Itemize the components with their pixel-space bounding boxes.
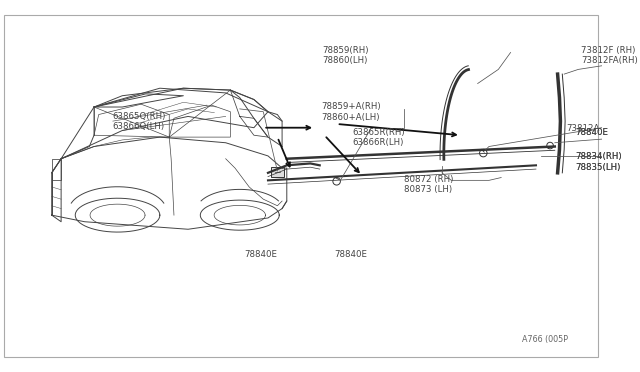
- Text: 78834(RH)
78835(LH): 78834(RH) 78835(LH): [575, 152, 622, 171]
- Text: 78840E: 78840E: [244, 250, 278, 259]
- Text: 73812A: 73812A: [566, 124, 600, 133]
- Text: 78859(RH)
78860(LH): 78859(RH) 78860(LH): [323, 46, 369, 65]
- Text: 78840E: 78840E: [334, 250, 367, 259]
- Text: 78859+A(RH)
78860+A(LH): 78859+A(RH) 78860+A(LH): [321, 102, 381, 122]
- Text: 78834(RH)
78835(LH): 78834(RH) 78835(LH): [575, 152, 622, 171]
- FancyBboxPatch shape: [271, 167, 284, 177]
- Text: 63865R(RH)
63866R(LH): 63865R(RH) 63866R(LH): [353, 128, 405, 147]
- Text: 63865Q(RH)
63866Q(LH): 63865Q(RH) 63866Q(LH): [113, 112, 166, 131]
- Text: 73812F (RH)
73812FA(RH): 73812F (RH) 73812FA(RH): [581, 46, 638, 65]
- Text: A766 (005P: A766 (005P: [522, 335, 568, 344]
- Text: 78840E: 78840E: [575, 128, 609, 137]
- Text: 80872 (RH)
80873 (LH): 80872 (RH) 80873 (LH): [404, 175, 454, 194]
- Text: 78840E: 78840E: [575, 128, 609, 137]
